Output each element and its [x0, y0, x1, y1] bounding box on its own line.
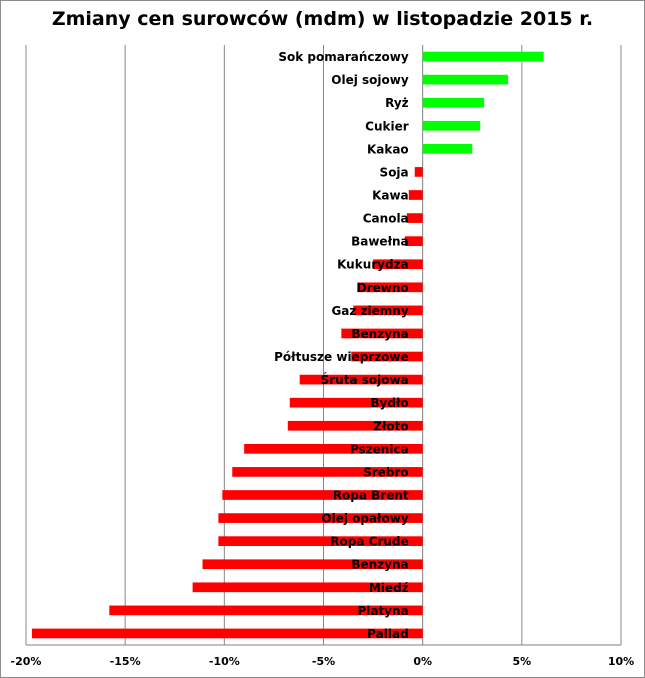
x-tick-label: -10%	[209, 655, 240, 668]
category-label: Śruta sojowa	[321, 372, 409, 387]
bar	[422, 74, 508, 85]
bar	[218, 513, 423, 523]
x-tick-label: -15%	[110, 655, 141, 668]
category-label: Kakao	[367, 142, 409, 156]
category-label: Drewno	[357, 281, 409, 295]
category-label: Gaz ziemny	[331, 304, 408, 318]
x-tick-label: -5%	[312, 655, 335, 668]
category-label: Platyna	[357, 604, 408, 618]
bar	[422, 120, 481, 131]
bar	[422, 51, 544, 62]
bar	[218, 536, 423, 546]
bar	[341, 328, 423, 339]
x-tick-label: 10%	[608, 655, 634, 668]
bar	[414, 167, 423, 177]
x-tick-label: 5%	[512, 655, 531, 668]
category-label: Ryż	[385, 96, 409, 110]
bar	[357, 282, 423, 293]
bar	[222, 490, 423, 500]
category-label: Złoto	[373, 419, 408, 433]
bar	[408, 190, 423, 200]
bar	[422, 144, 473, 154]
bar	[353, 305, 423, 316]
x-tick-labels: -20% -15% -10% -5% 0% 5% 10%	[11, 655, 635, 668]
bar	[422, 97, 485, 108]
category-label: Olej opałowy	[321, 512, 408, 526]
x-tick-label: 0%	[413, 655, 432, 668]
chart-title: Zmiany cen surowców (mdm) w listopadzie …	[51, 8, 594, 30]
category-label: Srebro	[363, 465, 408, 479]
category-label: Kawa	[372, 189, 409, 203]
bars	[31, 51, 544, 639]
category-label: Benzyna	[351, 327, 408, 341]
category-label: Kukurydza	[337, 258, 409, 272]
category-label: Ropa Brent	[333, 489, 409, 503]
category-label: Benzyna	[351, 558, 408, 572]
bar	[351, 351, 423, 362]
category-label: Bydło	[370, 396, 408, 410]
bar	[287, 420, 423, 431]
category-label: Ropa Crude	[330, 535, 408, 549]
bar	[373, 259, 423, 270]
category-label: Canola	[363, 212, 409, 226]
category-label: Półtusze wieprzowe	[274, 350, 409, 364]
bar	[406, 213, 423, 223]
category-label: Bawełna	[351, 235, 409, 249]
category-label: Cukier	[365, 119, 409, 133]
bar	[404, 236, 423, 246]
x-tick-label: -20%	[11, 655, 42, 668]
category-label: Miedź	[369, 581, 409, 595]
category-label: Pszenica	[350, 442, 409, 456]
category-label: Soja	[380, 165, 409, 179]
bar	[232, 467, 423, 477]
category-labels: Sok pomarańczowy Olej sojowy Ryż Cukier Kaka…	[274, 50, 409, 641]
category-label: Sok pomarańczowy	[278, 50, 408, 64]
category-label: Pallad	[367, 627, 408, 641]
bar	[299, 374, 423, 385]
bar	[244, 444, 423, 454]
bar	[202, 559, 423, 570]
bar	[192, 582, 423, 593]
category-label: Olej sojowy	[331, 73, 409, 87]
gridlines	[25, 45, 622, 646]
bar	[109, 605, 423, 616]
bar	[31, 628, 423, 639]
bar	[289, 397, 423, 408]
